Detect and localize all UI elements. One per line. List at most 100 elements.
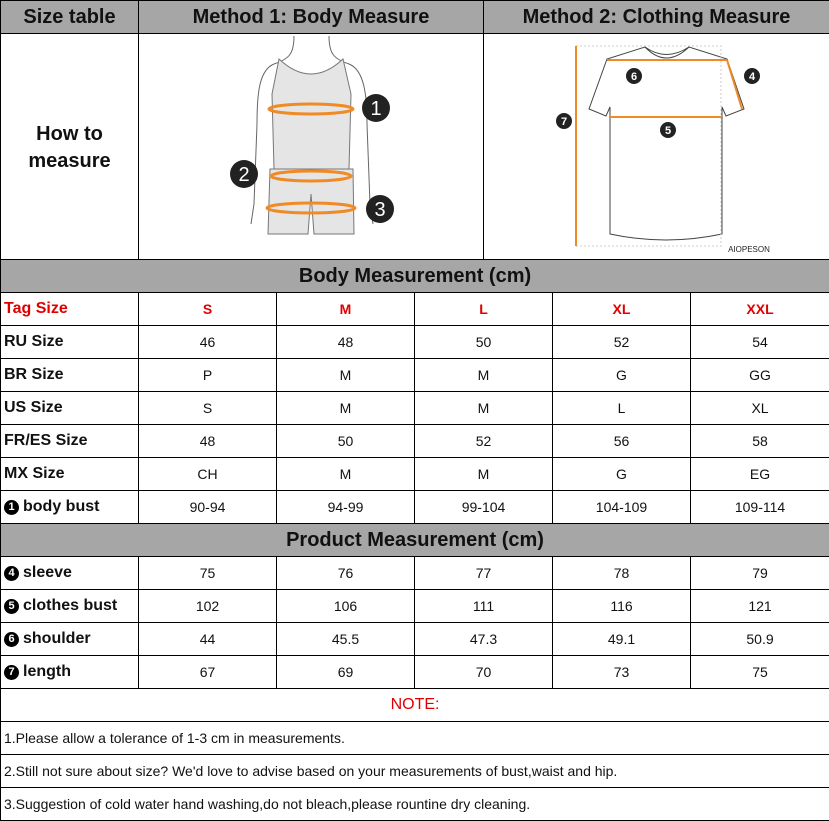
row-label-text: length [23, 663, 71, 680]
marker-2: 2 [238, 164, 249, 186]
marker-1: 1 [370, 98, 381, 120]
row-label-text: US Size [4, 399, 63, 416]
table-cell: S [138, 391, 277, 425]
table-cell: 44 [138, 622, 277, 656]
product-section-row: Product Measurement (cm) [0, 523, 829, 557]
table-cell: M [276, 358, 415, 392]
marker-7: 7 [561, 116, 567, 128]
brand-label: AIOPESON [728, 245, 770, 254]
table-cell: G [552, 358, 691, 392]
table-cell: 48 [138, 424, 277, 458]
table-cell: 45.5 [276, 622, 415, 656]
number-bullet-icon: 6 [4, 632, 19, 647]
table-row: 7 length 67 69 70 73 75 [0, 655, 829, 689]
tag-size-row: Tag Size S M L XL XXL [0, 292, 829, 326]
table-cell: M [414, 391, 553, 425]
table-cell: EG [689, 457, 829, 491]
row-label: BR Size [0, 358, 139, 392]
shirt-diagram: 6 4 7 5 AIOPESON [483, 33, 829, 263]
body-section-row: Body Measurement (cm) [0, 259, 829, 293]
table-cell: 116 [552, 589, 691, 623]
table-cell: 52 [414, 424, 553, 458]
row-label: US Size [0, 391, 139, 425]
row-label-text: FR/ES Size [4, 432, 88, 449]
note-row: 3.Suggestion of cold water hand washing,… [0, 787, 829, 821]
tag-size-cell: XXL [689, 292, 829, 326]
table-cell: 50 [414, 325, 553, 359]
table-cell: 106 [276, 589, 415, 623]
note-title: NOTE: [0, 688, 829, 722]
method2-header: Method 2: Clothing Measure [483, 0, 829, 34]
table-cell: 69 [276, 655, 415, 689]
table-cell: 73 [552, 655, 691, 689]
body-diagram: 1 2 3 [138, 33, 484, 263]
table-cell: 75 [138, 556, 277, 590]
row-label: 4 sleeve [0, 556, 139, 590]
table-cell: 102 [138, 589, 277, 623]
marker-4: 4 [749, 71, 756, 83]
table-row: RU Size 46 48 50 52 54 [0, 325, 829, 359]
table-row: 6 shoulder 44 45.5 47.3 49.1 50.9 [0, 622, 829, 656]
table-cell: M [276, 391, 415, 425]
row-label: 5 clothes bust [0, 589, 139, 623]
number-bullet-icon: 1 [4, 500, 19, 515]
row-label: 1 body bust [0, 490, 139, 524]
table-row: 1 body bust 90-94 94-99 99-104 104-109 109-114 [0, 490, 829, 524]
table-cell: 70 [414, 655, 553, 689]
table-cell: 90-94 [138, 490, 277, 524]
body-measurement-header: Body Measurement (cm) [0, 259, 829, 293]
note-row: 1.Please allow a tolerance of 1-3 cm in … [0, 721, 829, 755]
table-cell: 77 [414, 556, 553, 590]
body-illustration: 1 2 3 [230, 35, 394, 235]
table-cell: 111 [414, 589, 553, 623]
row-label-text: body bust [23, 498, 100, 515]
table-row: 4 sleeve 75 76 77 78 79 [0, 556, 829, 590]
row-label-text: RU Size [4, 333, 64, 350]
product-measurement-header: Product Measurement (cm) [0, 523, 829, 557]
table-cell: GG [689, 358, 829, 392]
table-cell: M [276, 457, 415, 491]
table-cell: M [414, 457, 553, 491]
table-cell: 94-99 [276, 490, 415, 524]
tag-size-label: Tag Size [0, 292, 139, 326]
row-label: 6 shoulder [0, 622, 139, 656]
marker-6: 6 [631, 71, 637, 83]
table-cell: 79 [689, 556, 829, 590]
row-label: RU Size [0, 325, 139, 359]
marker-3: 3 [374, 199, 385, 221]
size-table-header: Size table [0, 0, 139, 34]
table-cell: M [414, 358, 553, 392]
table-cell: 109-114 [689, 490, 829, 524]
marker-5: 5 [665, 125, 671, 137]
how-to-measure: How to measure [0, 33, 139, 263]
table-row: FR/ES Size 48 50 52 56 58 [0, 424, 829, 458]
row-label-text: clothes bust [23, 597, 118, 614]
row-label-text: sleeve [23, 564, 72, 581]
table-row: BR Size P M M G GG [0, 358, 829, 392]
table-cell: 48 [276, 325, 415, 359]
table-cell: 50.9 [689, 622, 829, 656]
table-cell: CH [138, 457, 277, 491]
table-cell: 99-104 [414, 490, 553, 524]
row-label-text: BR Size [4, 366, 64, 383]
table-cell: 78 [552, 556, 691, 590]
table-row: 5 clothes bust 102 106 111 116 121 [0, 589, 829, 623]
row-label: MX Size [0, 457, 139, 491]
table-cell: 104-109 [552, 490, 691, 524]
note-text: 2.Still not sure about size? We'd love t… [0, 754, 829, 788]
number-bullet-icon: 4 [4, 566, 19, 581]
size-table: Body Measurement (cm) Tag Size S M L XL XXL RU … [0, 259, 829, 821]
table-cell: XL [689, 391, 829, 425]
note-title-row: NOTE: [0, 688, 829, 722]
table-cell: 75 [689, 655, 829, 689]
table-cell: 49.1 [552, 622, 691, 656]
table-cell: 52 [552, 325, 691, 359]
number-bullet-icon: 5 [4, 599, 19, 614]
row-label-text: shoulder [23, 630, 91, 647]
row-label-text: MX Size [4, 465, 65, 482]
table-cell: P [138, 358, 277, 392]
tag-size-cell: S [138, 292, 277, 326]
table-cell: 67 [138, 655, 277, 689]
table-cell: L [552, 391, 691, 425]
